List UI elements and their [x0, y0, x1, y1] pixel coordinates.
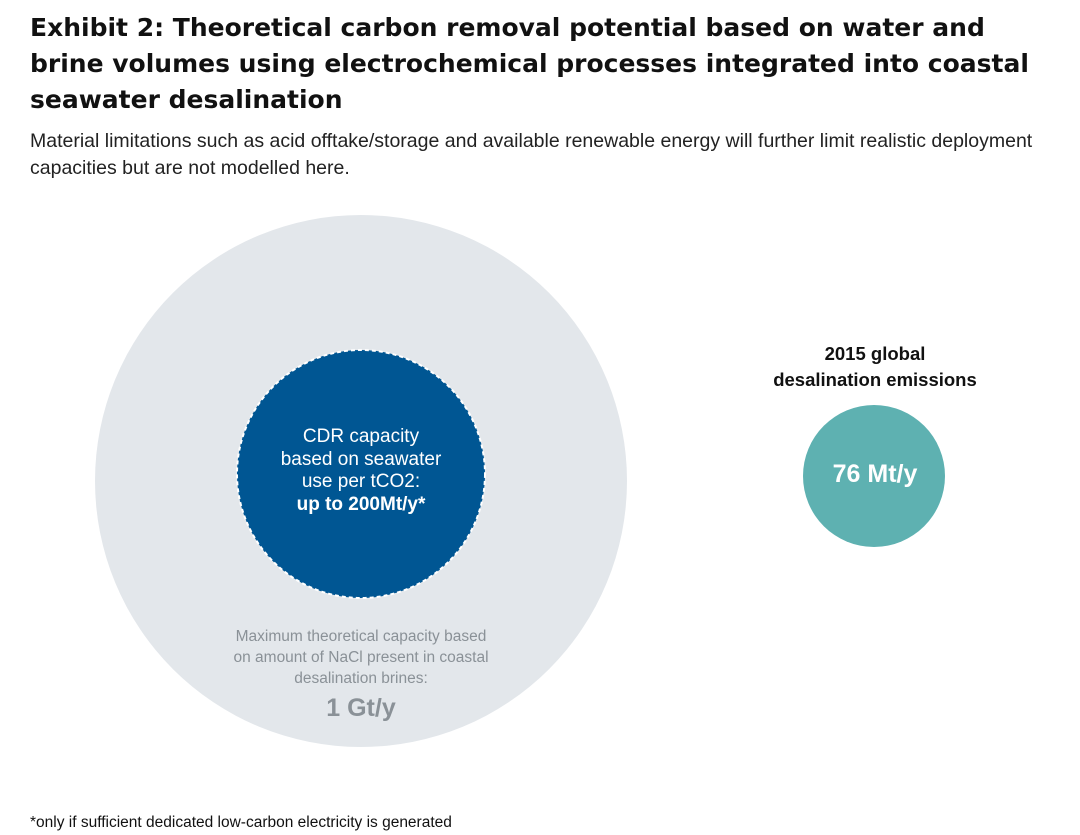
footnote: *only if sufficient dedicated low-carbon…: [30, 814, 452, 831]
cdr-label-line-1: CDR capacity: [302, 426, 420, 447]
desal-label-line-1: 2015 global: [824, 343, 926, 364]
desalination-emissions-label: 2015 global desalination emissions: [745, 341, 1005, 393]
cdr-label-line-2: based on seawater: [280, 448, 442, 470]
circle-desalination-emissions: [803, 405, 945, 547]
nacl-label-line-2: on amount of NaCl present in coastal: [233, 649, 489, 666]
desalination-emissions-value: 76 Mt/y: [832, 460, 918, 488]
cdr-label-line-3: use per tCO2:: [301, 471, 421, 492]
desal-label-line-2: desalination emissions: [773, 369, 977, 390]
nacl-label-line-1: Maximum theoretical capacity based: [235, 628, 487, 645]
nacl-label-line-3: desalination brines:: [294, 670, 428, 687]
nacl-capacity-label: Maximum theoretical capacity based on am…: [211, 626, 511, 689]
cdr-capacity-label: CDR capacity based on seawater use per t…: [256, 426, 466, 516]
nacl-capacity-value: 1 Gt/y: [326, 694, 396, 722]
chart-title: Exhibit 2: Theoretical carbon removal po…: [30, 13, 1029, 114]
circle-cdr-capacity: [236, 349, 486, 599]
cdr-capacity-value: up to 200Mt/y*: [296, 493, 426, 515]
chart-subtitle: Material limitations such as acid offtak…: [30, 130, 1033, 179]
